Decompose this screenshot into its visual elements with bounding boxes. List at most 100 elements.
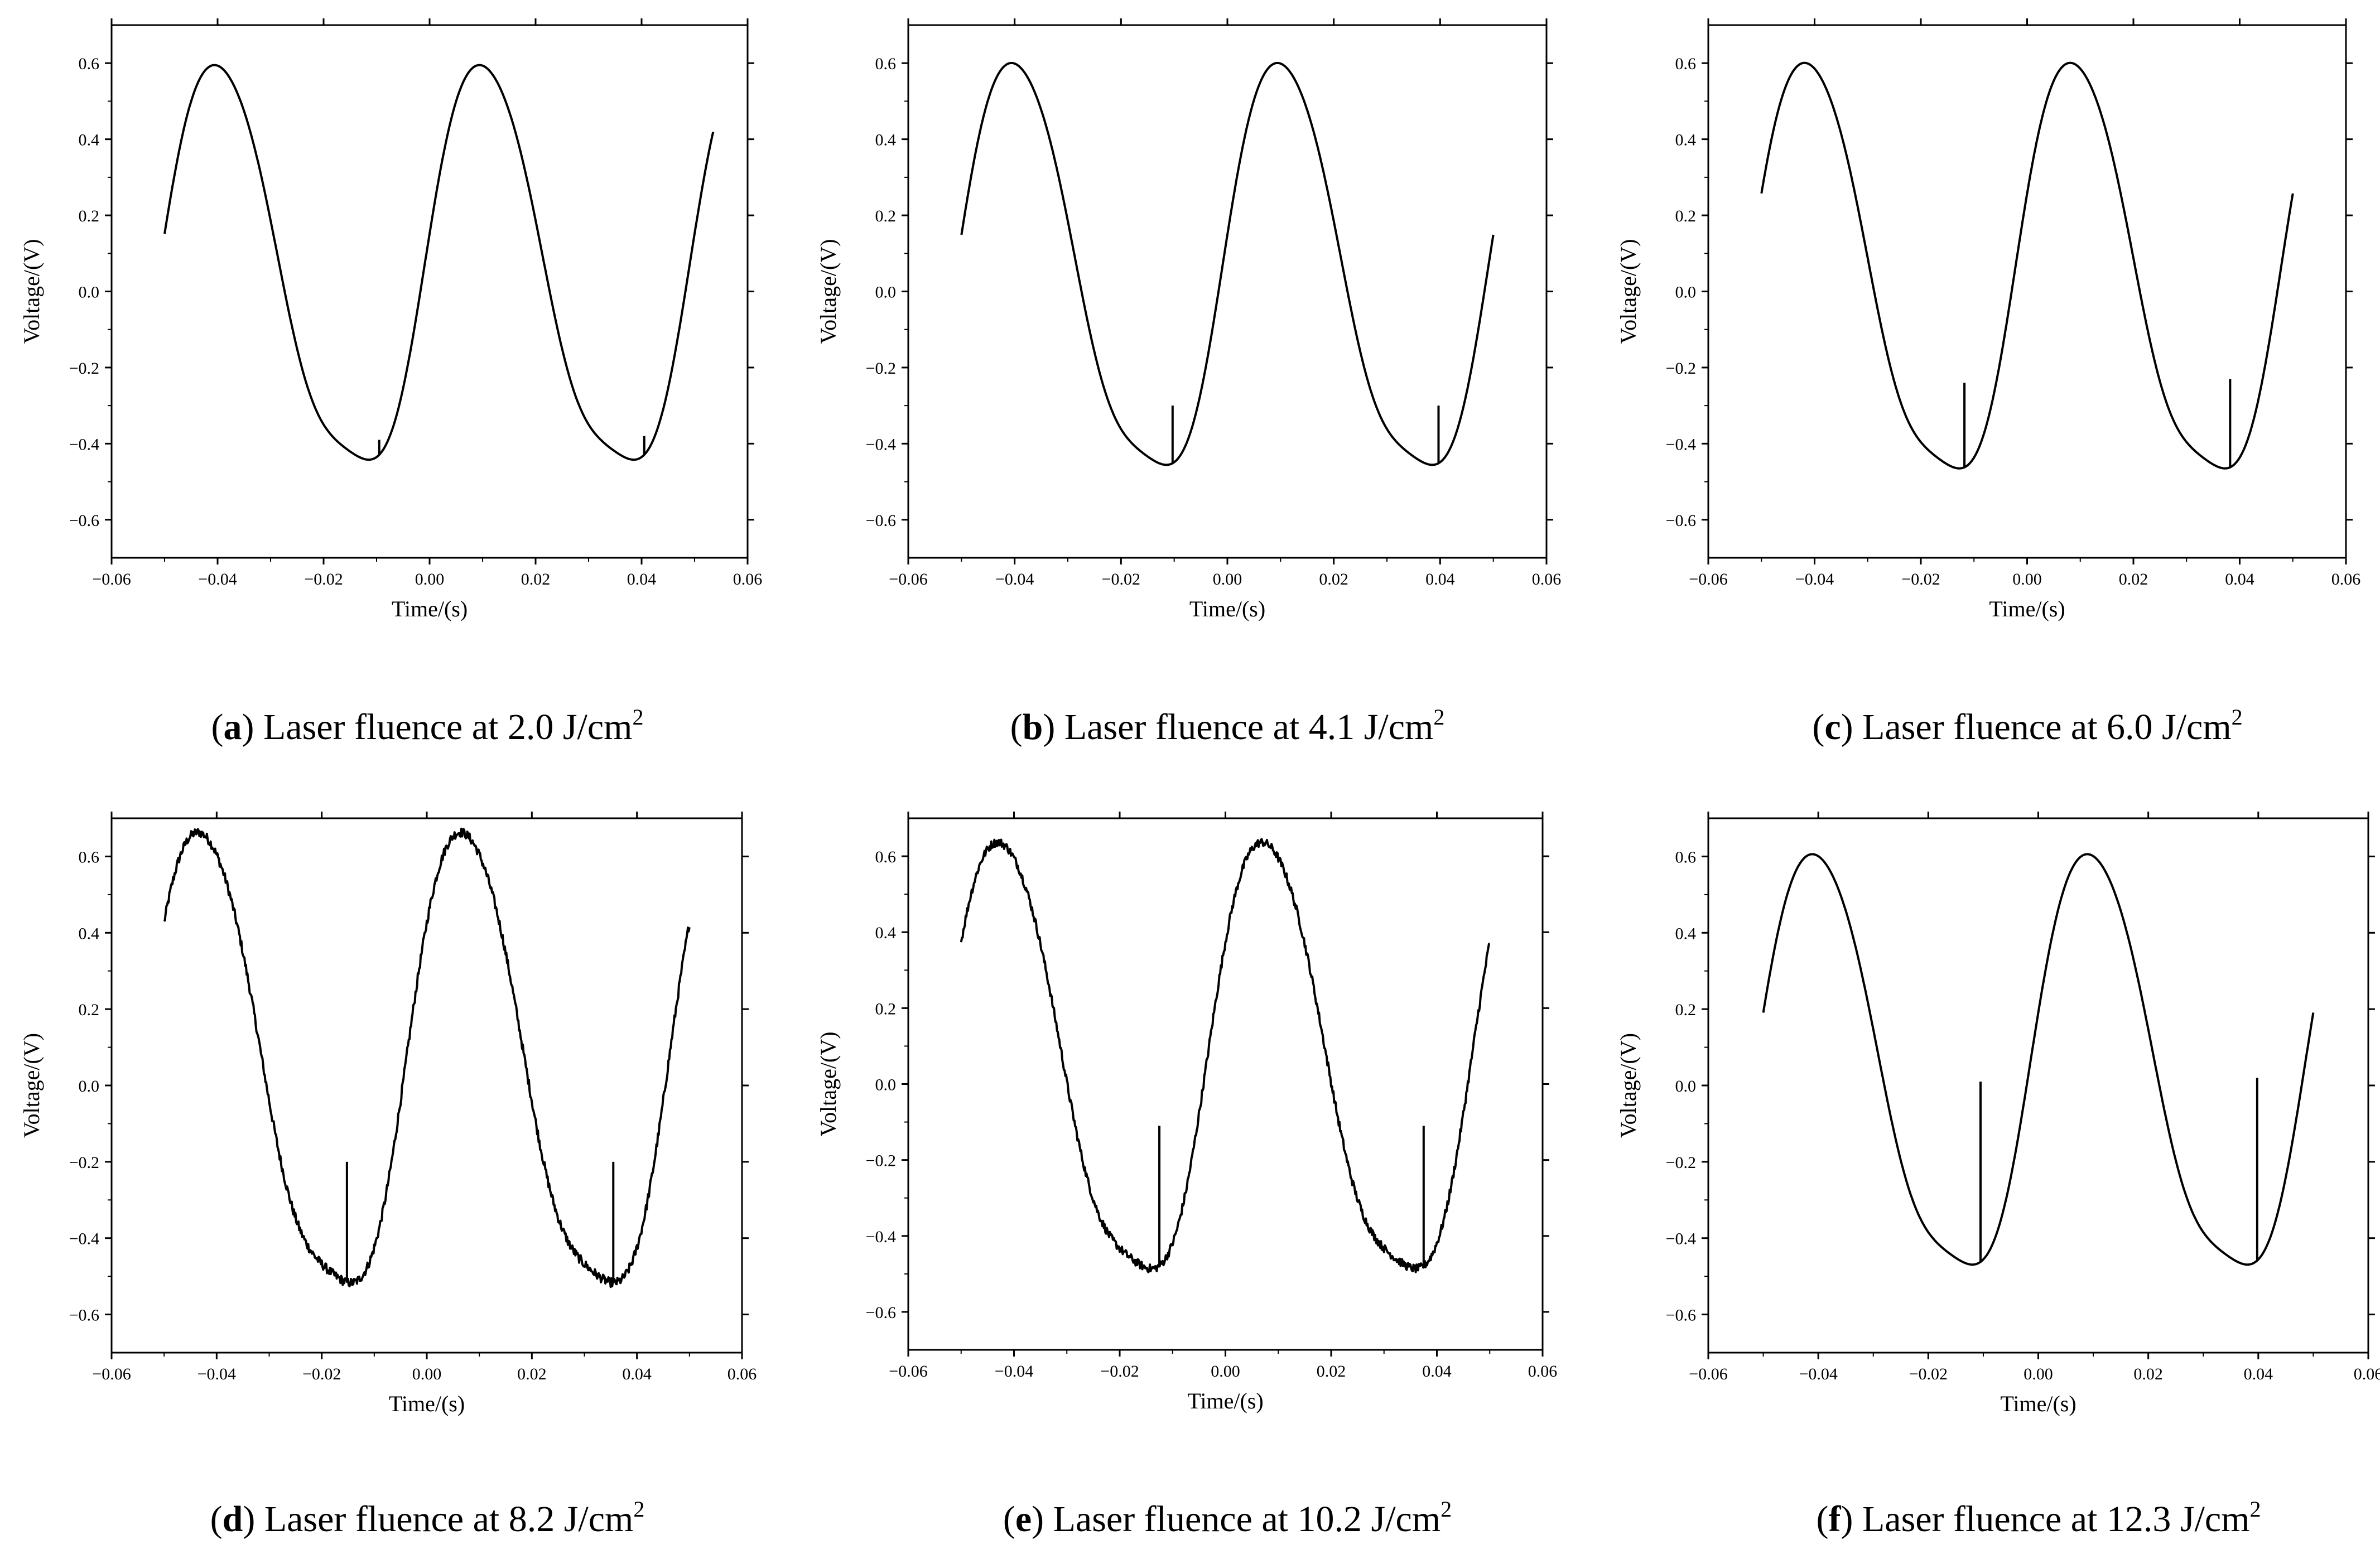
- caption-paren-open: (: [210, 1499, 223, 1539]
- y-tick-label: 0.6: [1675, 55, 1697, 73]
- caption-letter: c: [1824, 707, 1841, 747]
- y-tick-label: 0.0: [1675, 283, 1697, 302]
- chart-panel-a: −0.06 −0.04 −0.02 0.00 0.02 0.04 0.06−0.6−0.4−…: [19, 18, 762, 747]
- caption-letter: f: [1828, 1499, 1841, 1539]
- voltage-trace: [163, 64, 715, 461]
- x-tick-label: 0.00: [412, 1365, 442, 1383]
- y-tick-label: 0.0: [1675, 1077, 1697, 1095]
- plot-frame: [110, 817, 743, 1354]
- caption-paren-open: (: [1003, 1499, 1015, 1539]
- voltage-trace: [1762, 853, 2315, 1266]
- x-tick-label: −0.06: [889, 570, 927, 588]
- y-tick-label: 0.6: [1675, 848, 1697, 866]
- x-tick-label: −0.04: [995, 570, 1034, 588]
- y-tick-label: 0.2: [1675, 1001, 1697, 1019]
- y-tick-label: 0.0: [875, 283, 897, 302]
- caption-letter: b: [1023, 707, 1043, 747]
- x-tick-label: 0.06: [728, 1365, 757, 1383]
- y-tick-label: 0.6: [875, 848, 897, 866]
- panel-caption: (d) Laser fluence at 8.2 J/cm2: [210, 1497, 645, 1539]
- x-tick-label: 0.04: [2244, 1365, 2273, 1383]
- x-tick-label: −0.02: [1100, 1362, 1139, 1381]
- y-tick-label: −0.6: [69, 1306, 99, 1325]
- voltage-trace: [960, 838, 1490, 1273]
- x-tick-label: −0.02: [302, 1365, 341, 1383]
- x-tick-label: 0.02: [1317, 1362, 1346, 1381]
- x-axis-label: Time/(s): [389, 1391, 465, 1416]
- x-tick-label: −0.04: [197, 1365, 236, 1383]
- y-tick-label: −0.2: [1666, 1154, 1696, 1172]
- y-tick-label: 0.2: [875, 1000, 897, 1018]
- y-axis-label: Voltage/(V): [1616, 1033, 1641, 1138]
- x-axis-label: Time/(s): [2000, 1391, 2076, 1416]
- plot-frame: [110, 24, 749, 559]
- x-axis-label: Time/(s): [1189, 596, 1265, 621]
- panel-caption: (b) Laser fluence at 4.1 J/cm2: [1010, 704, 1445, 747]
- y-tick-label: 0.4: [79, 924, 100, 943]
- y-tick-label: 0.4: [1675, 131, 1697, 149]
- y-tick-label: −0.4: [866, 1228, 896, 1246]
- y-tick-label: −0.2: [1666, 359, 1696, 378]
- y-tick-label: 0.2: [79, 1001, 100, 1019]
- y-tick-label: 0.4: [875, 924, 897, 942]
- caption-paren-close: ): [1841, 1499, 1862, 1539]
- y-axis-label: Voltage/(V): [1616, 239, 1641, 344]
- x-tick-label: −0.02: [304, 570, 343, 588]
- caption-superscript: 2: [633, 1497, 644, 1522]
- y-tick-label: −0.6: [866, 1304, 896, 1322]
- y-axis-label: Voltage/(V): [816, 1031, 841, 1136]
- y-tick-label: −0.6: [1666, 511, 1696, 530]
- y-tick-label: 0.6: [79, 848, 100, 866]
- y-tick-label: −0.2: [69, 359, 99, 378]
- chart-panel-b: −0.06 −0.04 −0.02 0.00 0.02 0.04 0.06−0.6−0.4−…: [816, 18, 1561, 747]
- x-axis-label: Time/(s): [392, 596, 468, 621]
- x-tick-label: −0.04: [995, 1362, 1033, 1381]
- y-tick-label: 0.4: [1675, 924, 1697, 943]
- x-tick-label: 0.04: [622, 1365, 652, 1383]
- x-tick-label: 0.06: [1528, 1362, 1558, 1381]
- voltage-trace: [1760, 61, 2294, 470]
- caption-paren-close: ): [243, 1499, 264, 1539]
- chart-panel-f: −0.06 −0.04 −0.02 0.00 0.02 0.04 0.06−0.6−0.4−…: [1616, 812, 2380, 1539]
- y-tick-label: 0.0: [875, 1076, 897, 1094]
- y-tick-label: 0.0: [79, 1077, 100, 1095]
- x-tick-label: −0.06: [1689, 1365, 1727, 1383]
- plot-frame: [907, 817, 1544, 1351]
- y-tick-label: −0.6: [1666, 1306, 1696, 1325]
- x-tick-label: −0.06: [889, 1362, 927, 1381]
- caption-paren-close: ): [1841, 707, 1862, 747]
- y-tick-label: −0.6: [866, 511, 896, 530]
- y-tick-label: 0.6: [875, 55, 897, 73]
- y-tick-label: 0.6: [79, 55, 100, 73]
- x-tick-label: 0.06: [733, 570, 763, 588]
- plot-frame: [1707, 817, 2369, 1354]
- y-tick-label: 0.4: [875, 131, 897, 149]
- y-tick-label: 0.0: [79, 283, 100, 302]
- caption-text: Laser fluence at 12.3 J/cm: [1862, 1499, 2250, 1539]
- x-tick-label: 0.06: [1532, 570, 1562, 588]
- x-tick-label: 0.04: [1422, 1362, 1452, 1381]
- y-tick-label: −0.4: [1666, 435, 1696, 453]
- x-tick-label: 0.04: [627, 570, 657, 588]
- x-tick-label: −0.04: [198, 570, 237, 588]
- caption-text: Laser fluence at 2.0 J/cm: [263, 707, 633, 747]
- y-axis-label: Voltage/(V): [19, 1033, 44, 1138]
- caption-paren-close: ): [242, 707, 263, 747]
- caption-superscript: 2: [2250, 1497, 2261, 1522]
- x-axis-label: Time/(s): [1989, 596, 2065, 621]
- x-tick-label: 0.00: [415, 570, 445, 588]
- y-tick-label: −0.2: [69, 1154, 99, 1172]
- panel-caption: (f) Laser fluence at 12.3 J/cm2: [1817, 1497, 2261, 1539]
- x-tick-label: 0.02: [2119, 570, 2148, 588]
- y-tick-label: −0.6: [69, 511, 99, 530]
- x-tick-label: 0.00: [1211, 1362, 1240, 1381]
- x-tick-label: −0.04: [1799, 1365, 1837, 1383]
- y-tick-label: −0.2: [866, 359, 896, 378]
- y-tick-label: −0.2: [866, 1152, 896, 1170]
- x-axis-label: Time/(s): [1187, 1388, 1263, 1413]
- caption-paren-open: (: [1812, 707, 1824, 747]
- y-axis-label: Voltage/(V): [19, 239, 44, 344]
- x-tick-label: 0.06: [2331, 570, 2361, 588]
- caption-letter: d: [223, 1499, 243, 1539]
